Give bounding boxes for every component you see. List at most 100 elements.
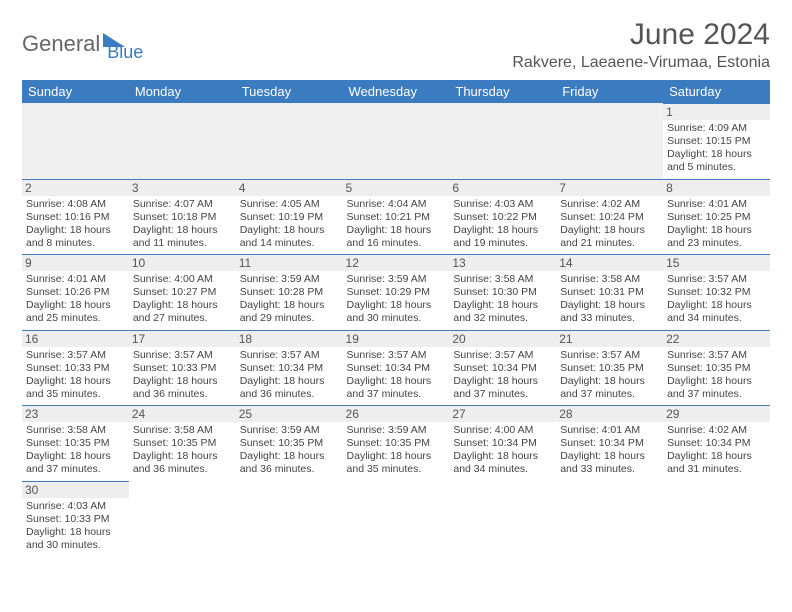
day-info: Sunrise: 4:04 AMSunset: 10:21 PMDaylight… [347, 198, 446, 251]
calendar-cell [449, 103, 556, 179]
calendar-cell [343, 481, 450, 557]
day-info: Sunrise: 4:02 AMSunset: 10:24 PMDaylight… [560, 198, 659, 251]
day-number: 25 [236, 406, 343, 422]
calendar-cell: 20 Sunrise: 3:57 AMSunset: 10:34 PMDaylig… [449, 330, 556, 406]
calendar-cell: 30Sunrise: 4:03 AMSunset: 10:33 PMDaylig… [22, 481, 129, 557]
calendar-table: Sunday Monday Tuesday Wednesday Thursday… [22, 80, 770, 557]
day-number: 18 [236, 331, 343, 347]
day-info: Sunrise: 3:58 AMSunset: 10:30 PMDaylight… [453, 273, 552, 326]
day-info: Sunrise: 3:57 AMSunset: 10:33 PMDaylight… [26, 349, 125, 402]
day-info: Sunrise: 4:01 AMSunset: 10:25 PMDaylight… [667, 198, 766, 251]
header: General Blue June 2024 Rakvere, Laeaene-… [22, 18, 770, 72]
calendar-cell: 15Sunrise: 3:57 AMSunset: 10:32 PMDaylig… [663, 254, 770, 330]
day-info: Sunrise: 3:57 AMSunset: 10:35 PMDaylight… [560, 349, 659, 402]
calendar-cell: 16Sunrise: 3:57 AMSunset: 10:33 PMDaylig… [22, 330, 129, 406]
day-number: 28 [556, 406, 663, 422]
day-info: Sunrise: 3:57 AMSunset: 10:34 PMDaylight… [453, 349, 552, 402]
day-number: 9 [22, 255, 129, 271]
day-info: Sunrise: 3:59 AMSunset: 10:35 PMDaylight… [347, 424, 446, 477]
calendar-cell: 2 Sunrise: 4:08 AMSunset: 10:16 PMDayligh… [22, 179, 129, 255]
day-info: Sunrise: 3:57 AMSunset: 10:32 PMDaylight… [667, 273, 766, 326]
location: Rakvere, Laeaene-Virumaa, Estonia [512, 54, 770, 72]
day-number: 29 [663, 406, 770, 422]
day-number: 14 [556, 255, 663, 271]
calendar-cell [663, 481, 770, 557]
calendar-cell: 6 Sunrise: 4:03 AMSunset: 10:22 PMDayligh… [449, 179, 556, 255]
calendar-cell: 3 Sunrise: 4:07 AMSunset: 10:18 PMDayligh… [129, 179, 236, 255]
calendar-row: 30Sunrise: 4:03 AMSunset: 10:33 PMDaylig… [22, 481, 770, 557]
calendar-cell [22, 103, 129, 179]
calendar-cell: 18 Sunrise: 3:57 AMSunset: 10:34 PMDaylig… [236, 330, 343, 406]
month-title: June 2024 [512, 18, 770, 52]
weekday-header: Thursday [449, 80, 556, 103]
day-number: 10 [129, 255, 236, 271]
day-number: 17 [129, 331, 236, 347]
day-info: Sunrise: 3:58 AMSunset: 10:31 PMDaylight… [560, 273, 659, 326]
day-info: Sunrise: 4:08 AMSunset: 10:16 PMDaylight… [26, 198, 125, 251]
calendar-cell: 13Sunrise: 3:58 AMSunset: 10:30 PMDaylig… [449, 254, 556, 330]
day-number: 4 [236, 180, 343, 196]
day-info: Sunrise: 3:58 AMSunset: 10:35 PMDaylight… [133, 424, 232, 477]
calendar-row: 1Sunrise: 4:09 AMSunset: 10:15 PMDayligh… [22, 103, 770, 179]
day-number: 3 [129, 180, 236, 196]
day-number: 8 [663, 180, 770, 196]
calendar-cell: 5 Sunrise: 4:04 AMSunset: 10:21 PMDayligh… [343, 179, 450, 255]
calendar-cell: 4 Sunrise: 4:05 AMSunset: 10:19 PMDayligh… [236, 179, 343, 255]
calendar-cell: 12 Sunrise: 3:59 AMSunset: 10:29 PMDaylig… [343, 254, 450, 330]
day-info: Sunrise: 3:57 AMSunset: 10:35 PMDaylight… [667, 349, 766, 402]
day-info: Sunrise: 3:57 AMSunset: 10:34 PMDaylight… [347, 349, 446, 402]
day-number: 12 [343, 255, 450, 271]
day-info: Sunrise: 3:59 AMSunset: 10:35 PMDaylight… [240, 424, 339, 477]
calendar-cell: 23Sunrise: 3:58 AMSunset: 10:35 PMDaylig… [22, 405, 129, 481]
day-info: Sunrise: 4:03 AMSunset: 10:22 PMDaylight… [453, 198, 552, 251]
calendar-cell [236, 103, 343, 179]
day-number: 19 [343, 331, 450, 347]
calendar-cell [129, 481, 236, 557]
day-number: 6 [449, 180, 556, 196]
day-info: Sunrise: 4:05 AMSunset: 10:19 PMDaylight… [240, 198, 339, 251]
logo: General Blue [22, 24, 143, 63]
day-number: 26 [343, 406, 450, 422]
calendar-cell: 1Sunrise: 4:09 AMSunset: 10:15 PMDayligh… [663, 103, 770, 179]
day-number: 1 [663, 104, 770, 120]
calendar-cell: 11 Sunrise: 3:59 AMSunset: 10:28 PMDaylig… [236, 254, 343, 330]
calendar-cell: 7 Sunrise: 4:02 AMSunset: 10:24 PMDayligh… [556, 179, 663, 255]
day-number: 20 [449, 331, 556, 347]
day-info: Sunrise: 3:59 AMSunset: 10:28 PMDaylight… [240, 273, 339, 326]
day-info: Sunrise: 3:57 AMSunset: 10:34 PMDaylight… [240, 349, 339, 402]
weekday-header: Monday [129, 80, 236, 103]
calendar-row: 9Sunrise: 4:01 AMSunset: 10:26 PMDayligh… [22, 254, 770, 330]
calendar-cell: 26 Sunrise: 3:59 AMSunset: 10:35 PMDaylig… [343, 405, 450, 481]
day-info: Sunrise: 3:57 AMSunset: 10:33 PMDaylight… [133, 349, 232, 402]
day-info: Sunrise: 4:02 AMSunset: 10:34 PMDaylight… [667, 424, 766, 477]
day-number: 11 [236, 255, 343, 271]
day-number: 2 [22, 180, 129, 196]
calendar-cell: 19 Sunrise: 3:57 AMSunset: 10:34 PMDaylig… [343, 330, 450, 406]
calendar-cell: 10Sunrise: 4:00 AMSunset: 10:27 PMDaylig… [129, 254, 236, 330]
day-info: Sunrise: 4:07 AMSunset: 10:18 PMDaylight… [133, 198, 232, 251]
day-info: Sunrise: 3:59 AMSunset: 10:29 PMDaylight… [347, 273, 446, 326]
calendar-row: 2 Sunrise: 4:08 AMSunset: 10:16 PMDayligh… [22, 179, 770, 255]
calendar-cell: 8 Sunrise: 4:01 AMSunset: 10:25 PMDayligh… [663, 179, 770, 255]
day-number: 21 [556, 331, 663, 347]
calendar-cell: 27Sunrise: 4:00 AMSunset: 10:34 PMDaylig… [449, 405, 556, 481]
weekday-header: Tuesday [236, 80, 343, 103]
calendar-cell: 24 Sunrise: 3:58 AMSunset: 10:35 PMDaylig… [129, 405, 236, 481]
weekday-header: Sunday [22, 80, 129, 103]
day-number: 7 [556, 180, 663, 196]
calendar-cell [236, 481, 343, 557]
calendar-cell: 25 Sunrise: 3:59 AMSunset: 10:35 PMDaylig… [236, 405, 343, 481]
calendar-cell [556, 103, 663, 179]
day-info: Sunrise: 3:58 AMSunset: 10:35 PMDaylight… [26, 424, 125, 477]
calendar-cell: 28 Sunrise: 4:01 AMSunset: 10:34 PMDaylig… [556, 405, 663, 481]
calendar-cell: 17 Sunrise: 3:57 AMSunset: 10:33 PMDaylig… [129, 330, 236, 406]
day-number: 24 [129, 406, 236, 422]
day-info: Sunrise: 4:01 AMSunset: 10:34 PMDaylight… [560, 424, 659, 477]
calendar-cell [129, 103, 236, 179]
day-number: 27 [449, 406, 556, 422]
day-info: Sunrise: 4:03 AMSunset: 10:33 PMDaylight… [26, 500, 125, 553]
calendar-cell: 14 Sunrise: 3:58 AMSunset: 10:31 PMDaylig… [556, 254, 663, 330]
day-number: 5 [343, 180, 450, 196]
calendar-cell [556, 481, 663, 557]
calendar-cell [449, 481, 556, 557]
